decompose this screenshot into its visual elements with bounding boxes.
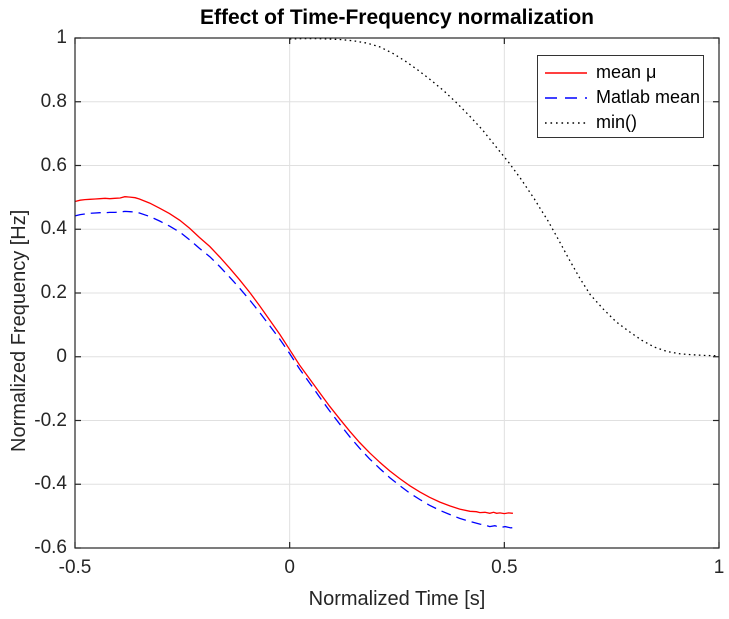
y-tick-label: 0.8 [40,90,67,112]
chart-title: Effect of Time-Frequency normalization [199,6,594,29]
legend-item-mean-mu: mean μ [544,60,703,85]
x-axis-label: Normalized Time [s] [308,588,486,610]
y-tick-label: -0.6 [34,537,67,558]
y-tick-label: 1 [56,27,67,48]
x-tick-label: 0 [284,557,295,578]
legend-item-matlab-mean: Matlab mean [544,85,703,110]
legend-line-blue-dashed-icon [545,96,587,99]
y-tick-label: 0.6 [40,154,67,176]
y-tick-label: -0.4 [34,473,67,495]
legend-label-min: min() [596,112,637,132]
legend-label-matlab-mean: Matlab mean [596,87,701,107]
x-tick-label: 0.5 [491,557,518,578]
y-tick-label: 0 [56,345,67,367]
y-tick-label: 0.2 [40,282,67,303]
legend-label-mean-mu: mean μ [596,62,657,82]
y-tick-label: -0.2 [34,409,67,431]
x-tick-label: -0.5 [58,557,92,578]
y-tick-label: 0.4 [40,218,67,240]
legend-line-black-dotted-icon [545,121,587,124]
legend-line-red-solid-icon [545,71,587,74]
x-tick-label: 1 [713,557,725,578]
legend-item-min: min() [544,110,703,135]
legend: mean μ Matlab mean min() [537,55,704,138]
